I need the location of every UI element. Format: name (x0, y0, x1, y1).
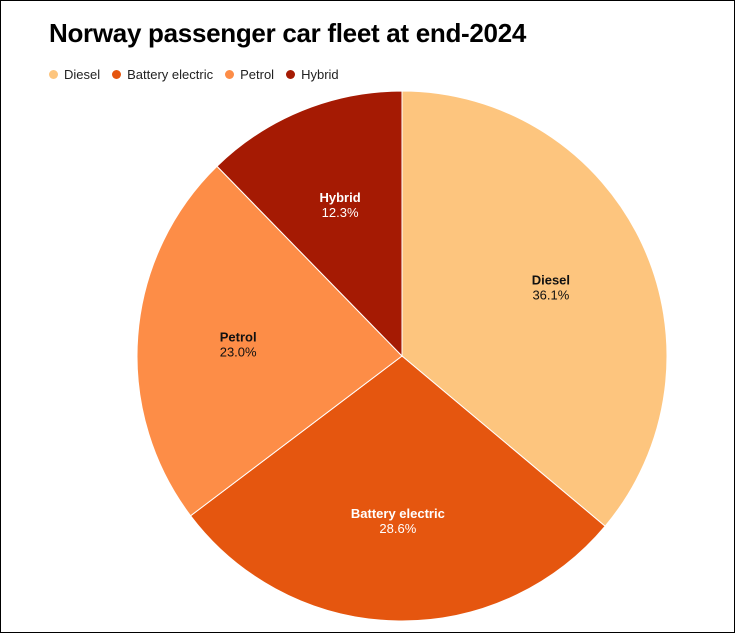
chart-title: Norway passenger car fleet at end-2024 (49, 18, 527, 48)
slice-label-diesel: Diesel 36.1% (532, 273, 570, 303)
slice-label-hybrid: Hybrid 12.3% (319, 190, 360, 220)
slice-name-battery-electric: Battery electric (351, 506, 445, 521)
pie-slices (136, 90, 668, 622)
slice-value-battery-electric: 28.6% (379, 521, 416, 536)
slice-label-battery-electric: Battery electric 28.6% (351, 506, 445, 536)
legend-item-battery-electric: Battery electric (112, 67, 213, 82)
pie-slice-hybrid (216, 90, 403, 358)
legend-label-hybrid: Hybrid (301, 67, 339, 82)
legend-item-hybrid: Hybrid (286, 67, 339, 82)
slice-name-hybrid: Hybrid (319, 190, 360, 205)
pie-slice-battery-electric (189, 355, 606, 622)
legend-swatch-petrol (225, 70, 235, 79)
chart-legend: Diesel Battery electric Petrol Hybrid (49, 67, 351, 82)
legend-item-petrol: Petrol (225, 67, 274, 82)
legend-label-battery-electric: Battery electric (127, 67, 214, 82)
slice-value-diesel: 36.1% (532, 288, 569, 303)
legend-label-petrol: Petrol (240, 67, 275, 82)
legend-swatch-battery-electric (112, 70, 122, 79)
slice-value-petrol: 23.0% (220, 345, 257, 360)
legend-label-diesel: Diesel (64, 67, 101, 82)
slice-name-diesel: Diesel (532, 273, 570, 288)
slice-value-hybrid: 12.3% (322, 205, 359, 220)
legend-swatch-diesel (49, 70, 58, 79)
legend-swatch-hybrid (286, 70, 296, 79)
pie-labels: Diesel 36.1% Battery electric 28.6% Petrol 23… (220, 190, 570, 536)
legend-item-diesel: Diesel (49, 67, 100, 82)
pie-slice-petrol (136, 165, 403, 517)
slice-label-petrol: Petrol 23.0% (220, 330, 257, 360)
pie-slice-diesel (401, 90, 668, 527)
slice-name-petrol: Petrol (220, 330, 257, 345)
